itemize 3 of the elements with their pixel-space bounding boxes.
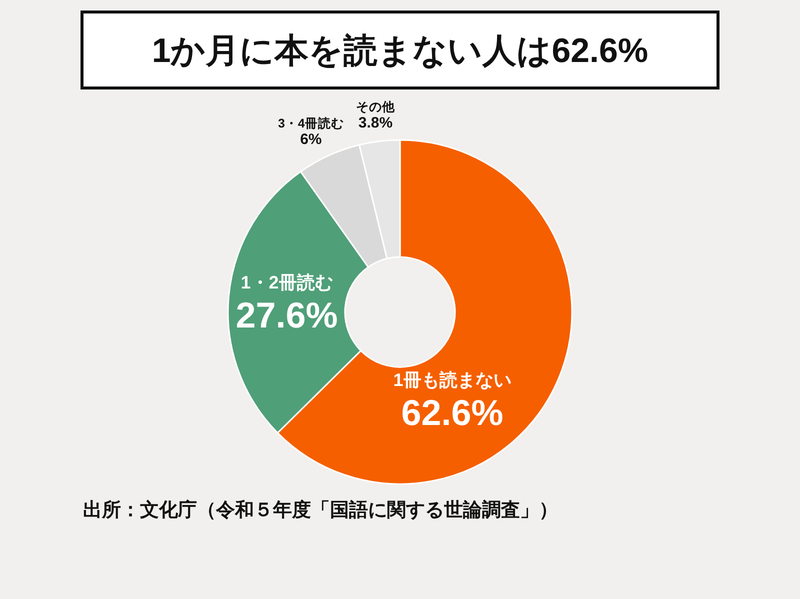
title: 1か月に本を読まない人は62.6% [80,10,720,90]
chart-title: 1か月に本を読まない人は62.6% [152,32,648,70]
source: 出所：文化庁（令和５年度「国語に関する世論調査」） [83,500,558,521]
